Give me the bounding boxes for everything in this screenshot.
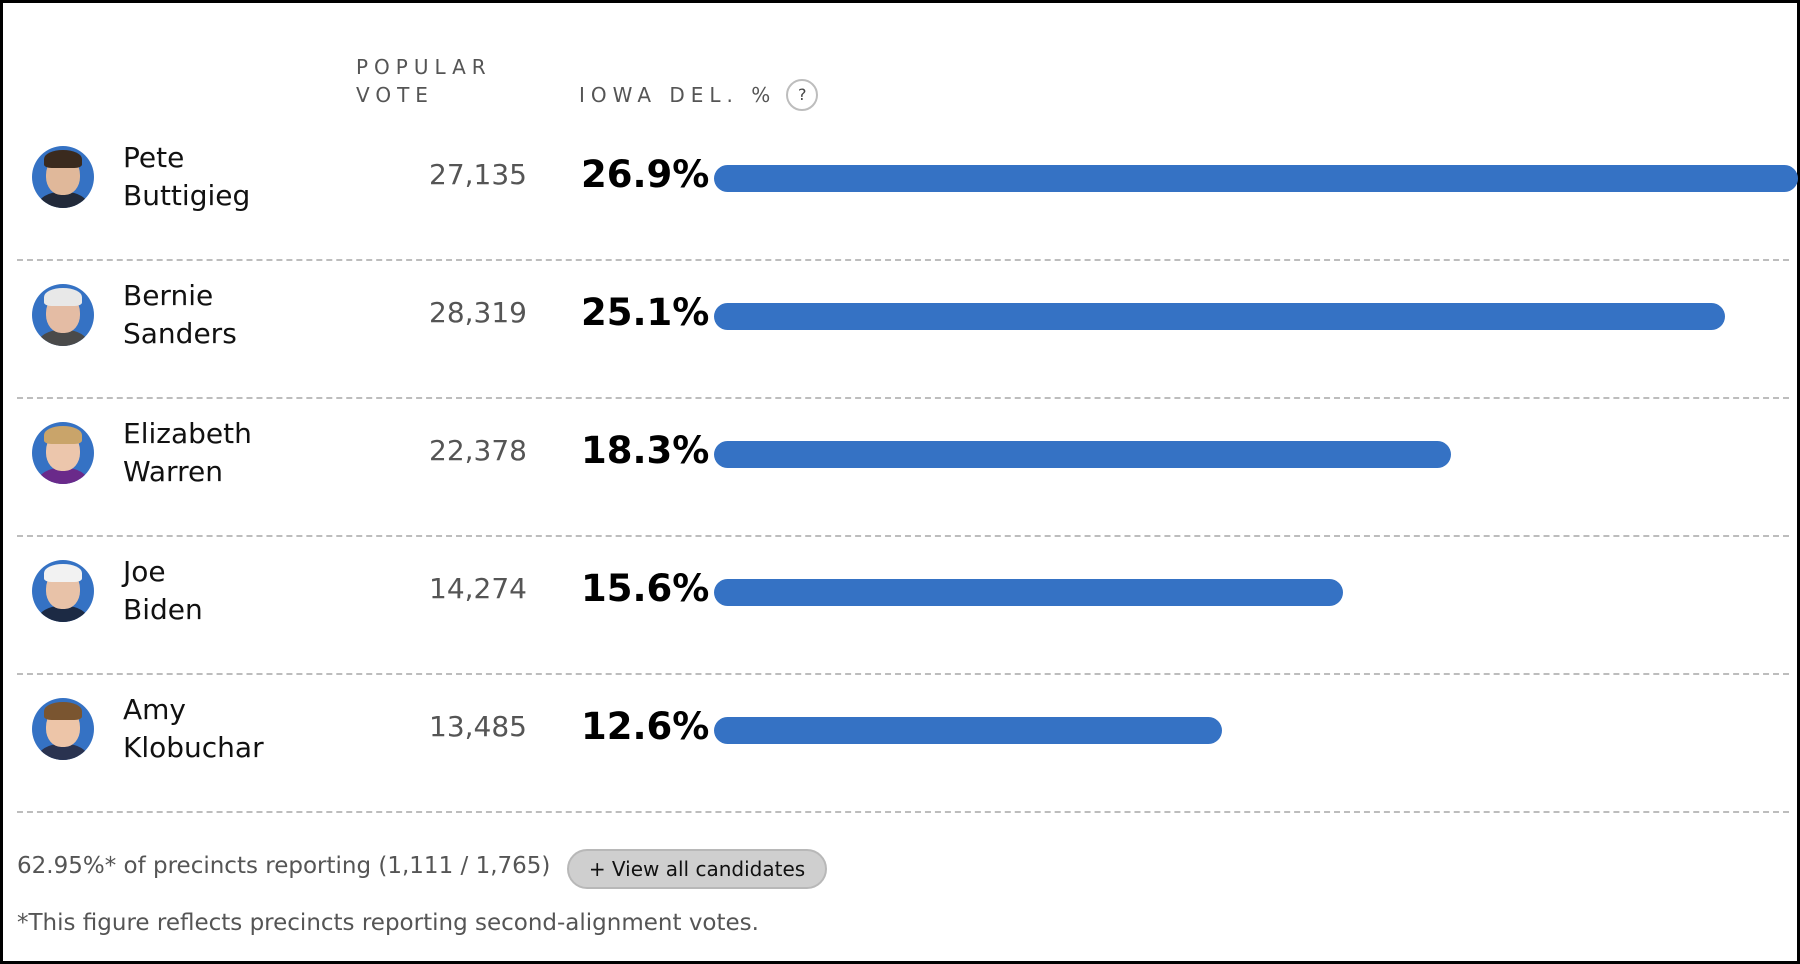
view-all-candidates-button[interactable]: + View all candidates [567, 849, 827, 889]
avatar-body [38, 468, 88, 484]
delegate-bar [714, 165, 1798, 192]
avatar-body [38, 192, 88, 208]
delegate-bar [714, 579, 1343, 606]
precincts-reporting: 62.95%* of precincts reporting (1,111 / … [17, 853, 551, 879]
delegate-percentage: 15.6% [581, 567, 710, 610]
candidate-row: Pete Buttigieg 27,135 26.9% [17, 123, 1798, 261]
candidate-avatar [32, 698, 94, 760]
delegate-percentage: 26.9% [581, 153, 710, 196]
candidate-name: Amy Klobuchar [123, 693, 264, 764]
candidate-avatar [32, 422, 94, 484]
popular-vote-count: 14,274 [429, 572, 527, 605]
column-header: POPULAR VOTE IOWA DEL. % ? [3, 53, 1800, 123]
delegate-percentage: 12.6% [581, 705, 710, 748]
delegate-percentage: 18.3% [581, 429, 710, 472]
avatar-hair [44, 150, 82, 168]
candidate-row: Bernie Sanders 28,319 25.1% [17, 261, 1789, 399]
delegate-pct-header: IOWA DEL. % ? [579, 79, 819, 111]
avatar-body [38, 606, 88, 622]
footnote: *This figure reflects precincts reportin… [17, 910, 759, 936]
avatar-hair [44, 702, 82, 720]
candidate-row: Amy Klobuchar 13,485 12.6% [17, 675, 1789, 813]
candidate-name: Elizabeth Warren [123, 417, 252, 488]
candidate-avatar [32, 284, 94, 346]
candidate-name: Bernie Sanders [123, 279, 237, 350]
candidate-avatar [32, 560, 94, 622]
popular-vote-count: 27,135 [429, 158, 527, 191]
delegate-percentage: 25.1% [581, 291, 710, 334]
avatar-body [38, 330, 88, 346]
candidate-row: Joe Biden 14,274 15.6% [17, 537, 1789, 675]
avatar-body [38, 744, 88, 760]
avatar-hair [44, 426, 82, 444]
delegate-bar [714, 717, 1222, 744]
delegate-pct-header-label: IOWA DEL. % [579, 83, 777, 107]
popular-vote-count: 28,319 [429, 296, 527, 329]
help-icon[interactable]: ? [786, 79, 819, 111]
popular-vote-header: POPULAR VOTE [356, 55, 492, 107]
avatar-hair [44, 288, 82, 306]
candidate-row: Elizabeth Warren 22,378 18.3% [17, 399, 1789, 537]
candidate-name: Joe Biden [123, 555, 203, 626]
avatar-hair [44, 564, 82, 582]
delegate-bar [714, 303, 1725, 330]
popular-vote-count: 22,378 [429, 434, 527, 467]
candidate-avatar [32, 146, 94, 208]
candidate-name: Pete Buttigieg [123, 141, 251, 212]
candidate-list: Pete Buttigieg 27,135 26.9% Bernie Sande… [3, 123, 1800, 813]
popular-vote-count: 13,485 [429, 710, 527, 743]
delegate-bar [714, 441, 1451, 468]
